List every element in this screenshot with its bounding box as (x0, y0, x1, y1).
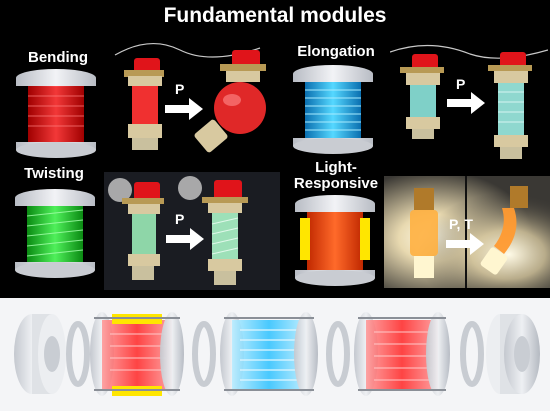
light-responsive-module-render (295, 195, 375, 286)
bending-label: Bending (28, 49, 88, 66)
bending-photo (110, 40, 280, 158)
light-responsive-label: Light- Responsive (286, 160, 386, 192)
right-arrow-icon (165, 98, 203, 120)
bending-module-render (16, 69, 96, 158)
twisting-module-render (15, 189, 95, 278)
light-responsive-action-label: P, T (449, 216, 473, 232)
figure-title: Fundamental modules (163, 4, 387, 27)
light-responsive-label-line2: Responsive (293, 175, 379, 192)
exploded-assembly-icon (14, 312, 540, 396)
elongation-module-render (293, 65, 373, 154)
right-arrow-icon (446, 233, 484, 255)
twisting-action-label: P (175, 211, 185, 227)
twisting-label: Twisting (24, 165, 84, 182)
elongation-label: Elongation (297, 43, 375, 60)
right-arrow-icon (166, 228, 204, 250)
exploded-assembly-panel (0, 298, 550, 411)
right-arrow-icon (447, 92, 485, 114)
light-responsive-photo (384, 176, 550, 288)
elongation-action-label: P (456, 76, 466, 92)
bending-action-label: P (175, 81, 185, 97)
elongation-photo (390, 40, 548, 164)
light-responsive-label-line1: Light- (315, 159, 357, 176)
